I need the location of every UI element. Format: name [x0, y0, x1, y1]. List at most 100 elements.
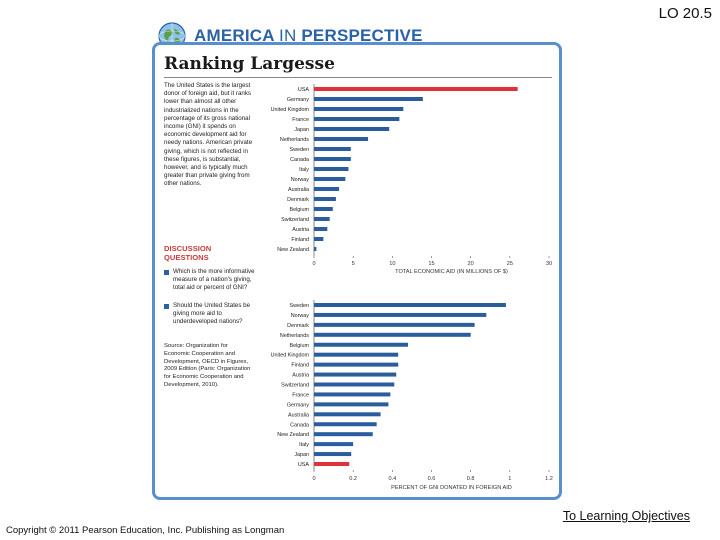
bar-austria [314, 372, 397, 377]
category-label: France [292, 392, 309, 398]
bar-switzerland [314, 217, 330, 221]
category-label: New Zealand [277, 432, 309, 438]
category-label: Sweden [290, 147, 309, 153]
america-in-perspective-banner: AMERICA IN PERSPECTIVE [158, 20, 448, 50]
category-label: Germany [287, 402, 309, 408]
square-bullet-icon [164, 270, 169, 275]
category-label: Italy [299, 167, 309, 173]
tick-label: 5 [352, 261, 355, 267]
category-label: Belgium [290, 207, 310, 213]
figure-title: Ranking Largesse [164, 54, 335, 74]
tick-label: 0 [312, 261, 315, 267]
bar-norway [314, 312, 487, 317]
tick-label: 30 [546, 261, 552, 267]
bar-germany [314, 402, 389, 407]
square-bullet-icon [164, 304, 169, 309]
tick-label: 10 [389, 261, 395, 267]
bar-belgium [314, 207, 333, 211]
category-label: Netherlands [280, 137, 309, 143]
intro-text: The United States is the largest donor o… [164, 82, 253, 188]
title-divider [164, 77, 552, 78]
category-label: Canada [290, 422, 309, 428]
category-label: United Kingdom [271, 353, 310, 359]
bar-sweden [314, 147, 351, 151]
category-label: Australia [288, 187, 309, 193]
category-label: Australia [288, 412, 309, 418]
bar-norway [314, 177, 346, 181]
bar-germany [314, 97, 423, 101]
bar-canada [314, 157, 351, 161]
bar-austria [314, 227, 328, 231]
category-label: Germany [287, 97, 309, 103]
category-label: Sweden [290, 303, 309, 309]
category-label: USA [298, 462, 309, 468]
bar-denmark [314, 197, 336, 201]
bar-new-zealand [314, 432, 373, 437]
banner-word-perspective: PERSPECTIVE [301, 26, 423, 45]
tick-label: 1 [508, 476, 511, 482]
lo-label: LO 20.5 [658, 5, 712, 22]
category-label: Switzerland [281, 217, 309, 223]
bar-usa [314, 87, 518, 91]
bar-finland [314, 362, 399, 367]
banner-word-in: IN [279, 26, 297, 45]
category-label: Austria [292, 373, 309, 379]
question-text: Should the United States be giving more … [173, 302, 251, 326]
tick-label: 0.4 [388, 476, 396, 482]
discussion-question-1: Which is the more informative measure of… [164, 268, 256, 293]
category-label: United Kingdom [271, 107, 310, 113]
tick-label: 0.2 [349, 476, 357, 482]
banner-word-america: AMERICA [194, 26, 275, 45]
bar-canada [314, 422, 377, 427]
category-label: Finland [291, 237, 309, 243]
copyright-notice: Copyright © 2011 Pearson Education, Inc.… [6, 525, 285, 536]
banner-title: AMERICA IN PERSPECTIVE [194, 26, 423, 46]
category-label: Finland [291, 363, 309, 369]
category-label: Japan [294, 452, 309, 458]
bar-netherlands [314, 137, 369, 141]
tick-label: 1.2 [545, 476, 553, 482]
bar-netherlands [314, 332, 471, 337]
x-axis-title: PERCENT OF GNI DONATED IN FOREIGN AID [391, 485, 512, 491]
bar-united-kingdom [314, 352, 399, 357]
tick-label: 15 [428, 261, 434, 267]
bar-france [314, 117, 400, 121]
bar-japan [314, 452, 352, 457]
bar-finland [314, 237, 324, 241]
bar-switzerland [314, 382, 395, 387]
category-label: France [292, 117, 309, 123]
category-label: Norway [291, 313, 310, 319]
category-label: Belgium [290, 343, 310, 349]
bar-italy [314, 167, 349, 171]
category-label: Netherlands [280, 333, 309, 339]
discussion-heading-line1: DISCUSSION [164, 244, 212, 253]
learning-objectives-link[interactable]: To Learning Objectives [562, 509, 690, 523]
category-label: Canada [290, 157, 309, 163]
category-label: Japan [294, 127, 309, 133]
category-label: Denmark [287, 197, 309, 203]
bar-japan [314, 127, 390, 131]
discussion-question-2: Should the United States be giving more … [164, 302, 256, 327]
bar-australia [314, 412, 381, 417]
tick-label: 20 [468, 261, 474, 267]
source-note: Source: Organization for Economic Cooper… [164, 343, 251, 388]
discussion-questions-heading: DISCUSSION QUESTIONS [164, 244, 211, 262]
tick-label: 0.8 [467, 476, 475, 482]
bar-belgium [314, 342, 408, 347]
bar-sweden [314, 303, 506, 307]
category-label: Switzerland [281, 383, 309, 389]
category-label: Italy [299, 442, 309, 448]
discussion-heading-line2: QUESTIONS [164, 253, 209, 262]
tick-label: 0.6 [428, 476, 436, 482]
category-label: New Zealand [277, 247, 309, 253]
bar-united-kingdom [314, 107, 404, 111]
category-label: Denmark [287, 323, 309, 329]
category-label: Norway [291, 177, 310, 183]
category-label: USA [298, 87, 309, 93]
bar-usa [314, 462, 350, 466]
tick-label: 0 [312, 476, 315, 482]
tick-label: 25 [507, 261, 513, 267]
bar-australia [314, 187, 340, 191]
bar-new-zealand [314, 247, 317, 251]
